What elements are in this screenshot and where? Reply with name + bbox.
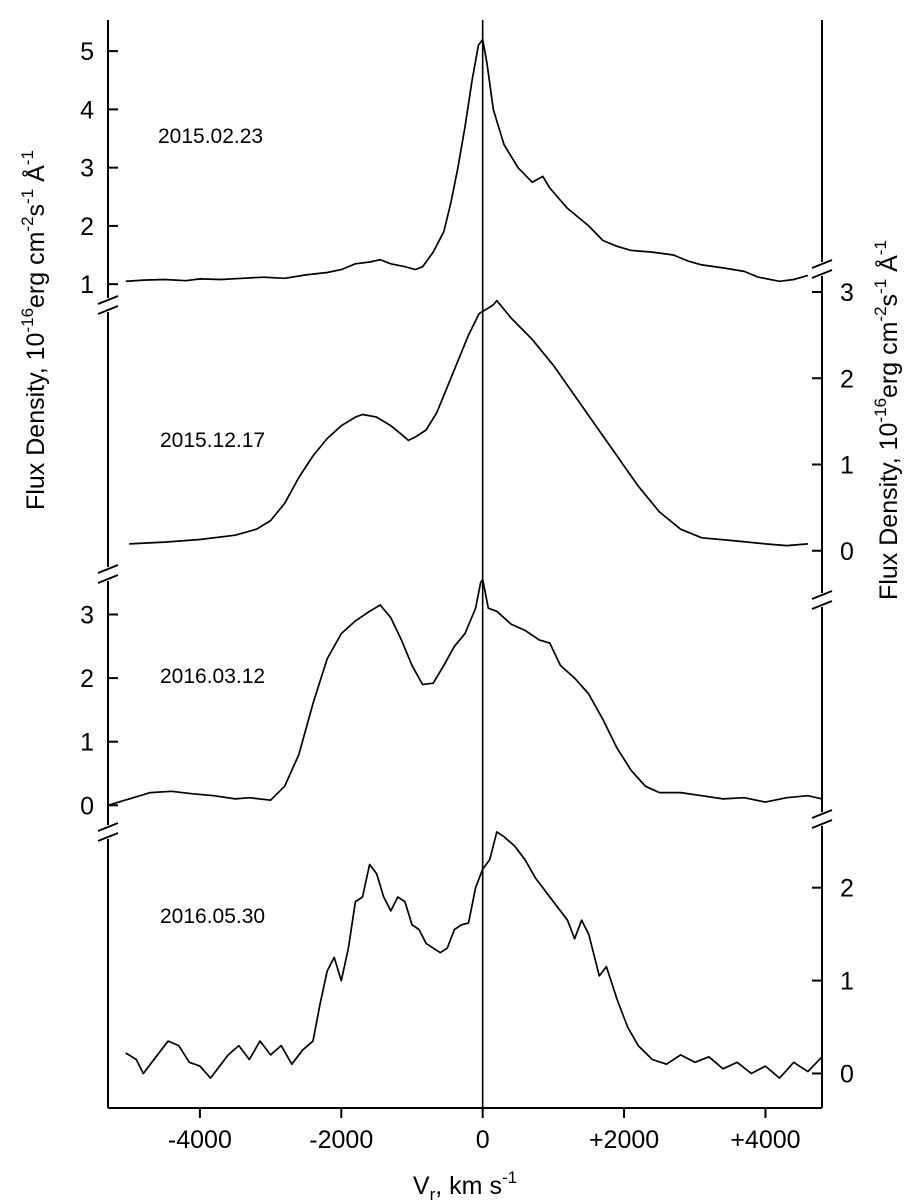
panel-1: 0 1 2 3 2015.12.17 — [129, 279, 854, 566]
y-tick-label-0-4: 5 — [80, 38, 94, 66]
y-tick-label-3-1: 1 — [840, 968, 854, 996]
panel-0: 1 2 3 4 5 2015.02.23 — [80, 38, 809, 299]
axis-titles: Vr, km s-1 Flux Density, 10-16erg cm-2s-… — [18, 150, 903, 1204]
plot-frame — [97, 20, 833, 1109]
right-y-axis-title: Flux Density, 10-16erg cm-2s-1 Å-1 — [871, 240, 903, 600]
y-tick-label-0-3: 4 — [80, 96, 94, 124]
left-break-mark-2b — [97, 832, 119, 842]
right-y-title-mid1: erg cm — [875, 322, 903, 398]
x-tick-label-3: +2000 — [589, 1126, 659, 1154]
right-y-title-sup1: -16 — [871, 398, 890, 423]
left-y-title-pre: Flux Density, 10 — [22, 333, 50, 510]
right-y-title-sup2: -2 — [871, 306, 890, 321]
left-break-mark-0b — [97, 305, 119, 315]
x-axis-title: Vr, km s-1 — [413, 1168, 517, 1204]
y-tick-label-1-0: 0 — [840, 538, 854, 566]
y-tick-label-1-2: 2 — [840, 365, 854, 393]
left-y-title-sup4: -1 — [18, 150, 37, 165]
right-break-mark-2b — [811, 819, 833, 829]
y-tick-label-2-0: 0 — [80, 792, 94, 820]
right-break-mark-2a — [811, 809, 833, 819]
right-break-mark-1b — [811, 600, 833, 610]
spectrum-line-2016.05.30 — [125, 831, 823, 1079]
right-break-mark-1a — [811, 590, 833, 600]
x-axis-title-sub: r — [430, 1185, 436, 1204]
right-y-title-pre: Flux Density, 10 — [875, 423, 903, 600]
x-tick-label-0: -4000 — [168, 1126, 232, 1154]
y-tick-label-2-2: 2 — [80, 665, 94, 693]
right-break-mark-0b — [811, 269, 833, 279]
left-y-title-mid2: s — [22, 204, 50, 217]
right-y-title-mid2: s — [875, 294, 903, 307]
y-tick-label-2-1: 1 — [80, 729, 94, 757]
left-break-mark-1a — [97, 564, 119, 574]
left-y-axis-title: Flux Density, 10-16erg cm-2s-1 Å-1 — [18, 150, 50, 510]
y-tick-label-3-2: 2 — [840, 875, 854, 903]
left-y-title-mid3: Å — [20, 165, 50, 189]
left-y-title-sup3: -1 — [18, 189, 37, 204]
left-y-title-sup1: -16 — [18, 308, 37, 333]
y-tick-label-0-1: 2 — [80, 213, 94, 241]
x-axis-title-unit: , km s — [435, 1172, 502, 1200]
spectrum-line-2016.03.12 — [107, 578, 823, 807]
right-break-mark-0a — [811, 259, 833, 269]
x-axis-title-main: V — [413, 1172, 430, 1200]
panel-2: 0 1 2 3 2016.03.12 — [80, 578, 823, 820]
left-break-mark-2a — [97, 822, 119, 832]
left-y-title-mid1: erg cm — [22, 232, 50, 308]
y-tick-label-0-0: 1 — [80, 271, 94, 299]
left-y-title-sup2: -2 — [18, 216, 37, 231]
y-tick-label-2-3: 3 — [80, 602, 94, 630]
left-break-mark-1b — [97, 574, 119, 584]
right-y-title-sup3: -1 — [871, 279, 890, 294]
x-tick-label-4: +4000 — [730, 1126, 800, 1154]
y-tick-label-1-1: 1 — [840, 452, 854, 480]
x-tick-label-1: -2000 — [309, 1126, 373, 1154]
spectrum-line-2015.02.23 — [125, 38, 809, 283]
x-axis: -4000 -2000 0 +2000 +4000 — [168, 1108, 801, 1154]
date-label-1: 2015.12.17 — [160, 429, 265, 452]
left-break-mark-0a — [97, 295, 119, 305]
spectrum-panels: 1 2 3 4 5 2015.02.23 0 1 2 3 2015.12.17 0 1 2 3 2016.03… — [80, 38, 854, 1088]
y-tick-label-0-2: 3 — [80, 155, 94, 183]
x-tick-label-2: 0 — [476, 1126, 490, 1154]
x-axis-title-sup: -1 — [502, 1168, 517, 1187]
y-tick-label-3-0: 0 — [840, 1060, 854, 1088]
spectrum-line-2015.12.17 — [129, 299, 808, 547]
date-label-0: 2015.02.23 — [158, 125, 263, 148]
panel-3: 0 1 2 2016.05.30 — [125, 831, 854, 1088]
date-label-2: 2016.03.12 — [160, 665, 265, 688]
right-y-title-sup4: -1 — [871, 240, 890, 255]
right-y-title-mid3: Å — [873, 255, 903, 279]
y-tick-label-1-3: 3 — [840, 279, 854, 307]
date-label-3: 2016.05.30 — [160, 905, 265, 928]
